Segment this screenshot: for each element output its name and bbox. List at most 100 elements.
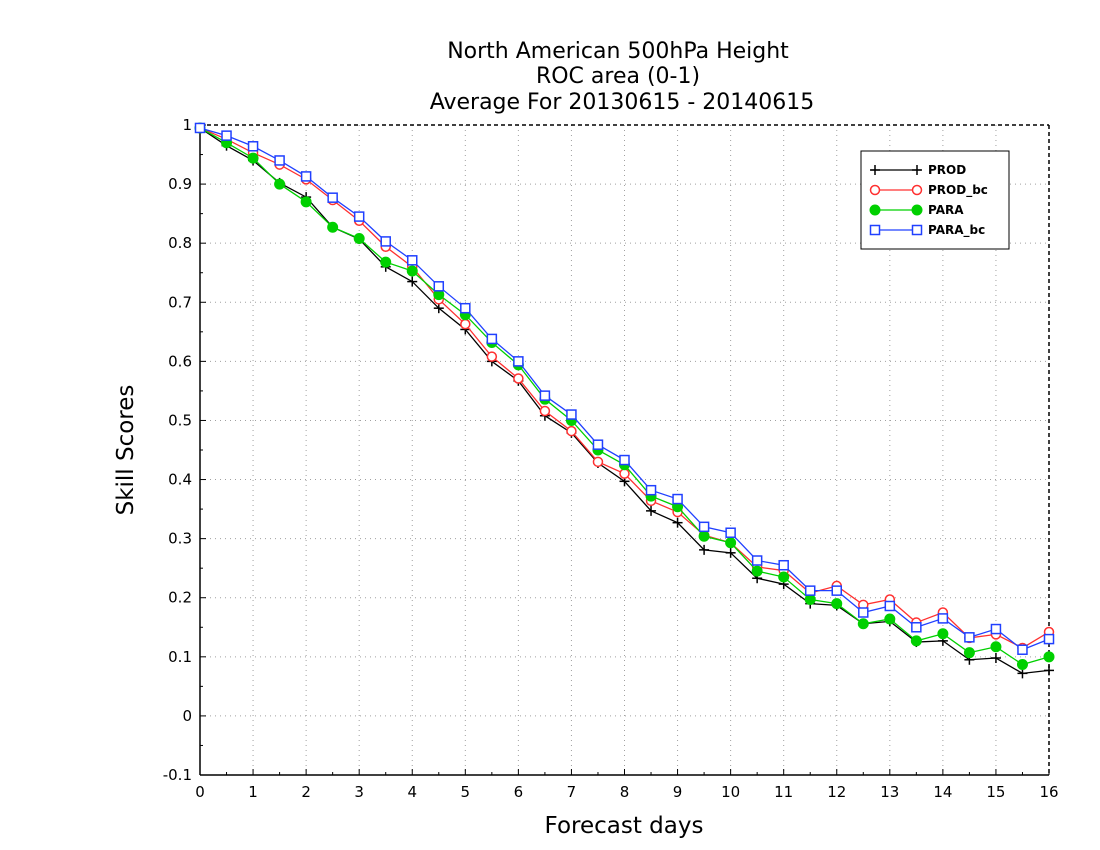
filled-circle-marker — [937, 628, 949, 640]
chart-title-line-2: ROC area (0-1) — [536, 64, 700, 89]
open-square-marker — [566, 409, 577, 420]
open-square-marker — [911, 622, 922, 633]
open-square-marker — [460, 302, 471, 314]
open-circle-marker — [592, 456, 604, 468]
filled-circle-marker — [353, 232, 365, 244]
open-square-marker — [619, 454, 630, 466]
filled-circle-marker — [910, 635, 922, 647]
legend-label: PARA_bc — [928, 223, 985, 238]
x-axis-label: Forecast days — [545, 813, 704, 839]
chart-title: North American 500hPa Height ROC area (0… — [430, 39, 815, 115]
x-tick-label: 4 — [407, 783, 417, 801]
filled-circle-marker — [778, 571, 790, 583]
x-tick-label: 9 — [673, 783, 683, 801]
open-square-marker — [221, 130, 232, 141]
x-tick-label: 5 — [461, 783, 471, 801]
open-square-marker — [1043, 633, 1055, 645]
open-square-marker — [300, 171, 312, 182]
open-circle-marker — [460, 318, 471, 330]
x-tick-label: 12 — [827, 783, 846, 801]
open-circle-marker — [566, 425, 577, 437]
open-square-marker — [869, 224, 881, 236]
filled-circle-marker — [869, 204, 881, 216]
y-tick-label: 0 — [182, 707, 192, 725]
y-axis-label: Skill Scores — [113, 385, 139, 516]
filled-circle-marker — [1043, 651, 1055, 663]
grid-lines — [200, 125, 1049, 775]
x-tick-label: 6 — [514, 783, 524, 801]
open-square-marker — [194, 122, 206, 134]
open-square-marker — [645, 484, 657, 496]
y-tick-label: 0.1 — [168, 648, 192, 666]
filled-circle-marker — [247, 152, 259, 164]
open-square-marker — [751, 555, 763, 566]
legend: PROD PROD_bc PARA PARA_bc — [860, 150, 1010, 250]
y-tick-label: 0.2 — [168, 589, 192, 607]
open-square-marker — [804, 585, 816, 596]
y-tick-label: 0.6 — [168, 352, 192, 370]
open-square-marker — [407, 255, 418, 266]
open-square-marker — [858, 607, 869, 618]
x-tick-label: 3 — [354, 783, 364, 801]
open-square-marker — [433, 281, 445, 292]
y-tick-label: 0.8 — [168, 234, 192, 252]
open-square-marker — [831, 585, 842, 596]
open-circle-marker — [911, 184, 923, 196]
legend-entry: PARA_bc — [869, 223, 985, 238]
filled-circle-marker — [804, 594, 816, 605]
open-square-marker — [247, 141, 259, 152]
data-series — [194, 122, 1055, 679]
open-square-marker — [380, 236, 391, 247]
open-square-marker — [486, 333, 498, 345]
x-tick-label: 0 — [195, 783, 205, 801]
open-circle-marker — [619, 468, 630, 479]
open-square-marker — [884, 600, 896, 612]
legend-label: PROD_bc — [928, 183, 988, 198]
series-para-bc — [194, 122, 1055, 655]
open-square-marker — [353, 211, 365, 222]
open-square-marker — [274, 155, 285, 166]
open-square-marker — [911, 224, 923, 236]
x-tick-label: 8 — [620, 783, 630, 801]
legend-label: PARA — [928, 203, 964, 217]
legend-box — [860, 150, 1010, 250]
legend-entry: PROD — [870, 163, 966, 177]
open-square-marker — [513, 356, 524, 367]
y-tick-label: 0.3 — [168, 530, 192, 548]
x-tick-label: 14 — [933, 783, 952, 801]
open-circle-marker — [486, 351, 498, 362]
filled-circle-marker — [857, 618, 869, 630]
filled-circle-marker — [911, 204, 923, 216]
open-square-marker — [990, 623, 1002, 635]
y-tick-label: 0.4 — [168, 471, 192, 489]
open-circle-marker — [869, 184, 881, 196]
filled-circle-marker — [380, 256, 392, 268]
x-tick-label: 13 — [880, 783, 899, 801]
legend-entry: PROD_bc — [869, 183, 988, 198]
y-tick-label: -0.1 — [163, 766, 192, 784]
legend-entry: PARA — [869, 203, 964, 217]
filled-circle-marker — [751, 565, 763, 577]
x-tick-label: 2 — [301, 783, 311, 801]
open-square-marker — [725, 527, 736, 538]
open-square-marker — [539, 390, 551, 401]
open-square-marker — [937, 613, 949, 624]
filled-circle-marker — [831, 598, 843, 610]
filled-circle-marker — [1016, 659, 1028, 670]
open-square-marker — [327, 192, 338, 203]
filled-circle-marker — [274, 178, 286, 190]
filled-circle-marker — [884, 613, 896, 625]
open-square-marker — [1017, 644, 1028, 655]
open-square-marker — [698, 521, 710, 533]
y-tick-label: 1 — [182, 116, 192, 134]
filled-circle-marker — [300, 196, 312, 208]
filled-circle-marker — [725, 537, 737, 549]
x-tick-label: 1 — [248, 783, 258, 801]
x-tick-label: 15 — [986, 783, 1005, 801]
chart-title-line-3: Average For 20130615 - 20140615 — [430, 90, 815, 115]
legend-label: PROD — [928, 163, 966, 177]
open-square-marker — [592, 439, 604, 450]
x-tick-label: 10 — [721, 783, 740, 801]
filled-circle-marker — [406, 265, 418, 277]
y-tick-label: 0.5 — [168, 411, 192, 429]
